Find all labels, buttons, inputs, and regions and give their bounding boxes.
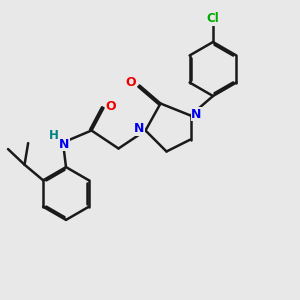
Text: O: O bbox=[126, 76, 136, 89]
Text: N: N bbox=[59, 137, 70, 151]
Text: Cl: Cl bbox=[207, 12, 219, 26]
Text: N: N bbox=[191, 107, 202, 121]
Text: N: N bbox=[134, 122, 145, 136]
Text: O: O bbox=[106, 100, 116, 113]
Text: H: H bbox=[49, 129, 59, 142]
